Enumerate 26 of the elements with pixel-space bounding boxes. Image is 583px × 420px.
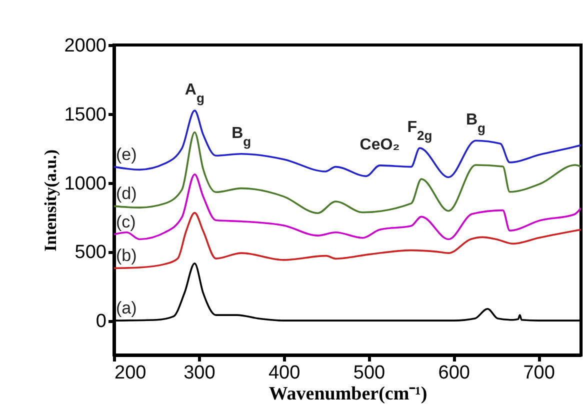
y-tick-label: 2000	[64, 36, 106, 56]
annotation: CeO₂	[360, 136, 400, 154]
x-tick-label: 500	[353, 362, 386, 384]
y-tick-label: 1000	[64, 173, 106, 194]
series-label: (d)	[116, 184, 137, 204]
series-label: (b)	[116, 246, 137, 266]
y-tick-label: 500	[74, 242, 106, 264]
x-axis-title: Wavenumber(cm⁻¹)	[268, 384, 428, 404]
series-label: (e)	[116, 144, 137, 164]
x-tick-label: 200	[114, 362, 146, 384]
line-series	[114, 212, 581, 270]
y-axis-title: Intensity(a.u.)	[41, 149, 60, 252]
annotation: B$_{g}$	[232, 124, 252, 148]
series-label: (c)	[116, 212, 136, 232]
line-series	[114, 110, 581, 178]
annotation: A$_{g}$	[184, 82, 204, 106]
annotation: F$_{2g}$	[407, 119, 432, 143]
x-tick-label: 400	[268, 362, 300, 384]
y-tick-label: 0	[96, 311, 106, 332]
x-tick-label: 300	[184, 362, 216, 384]
y-tick-label: 1500	[64, 104, 106, 126]
series-label: (a)	[116, 298, 137, 318]
line-series	[114, 173, 581, 240]
x-tick-label: 600	[438, 362, 470, 384]
annotation: B$_{g}$	[466, 112, 486, 136]
x-tick-label: 700	[523, 362, 555, 384]
